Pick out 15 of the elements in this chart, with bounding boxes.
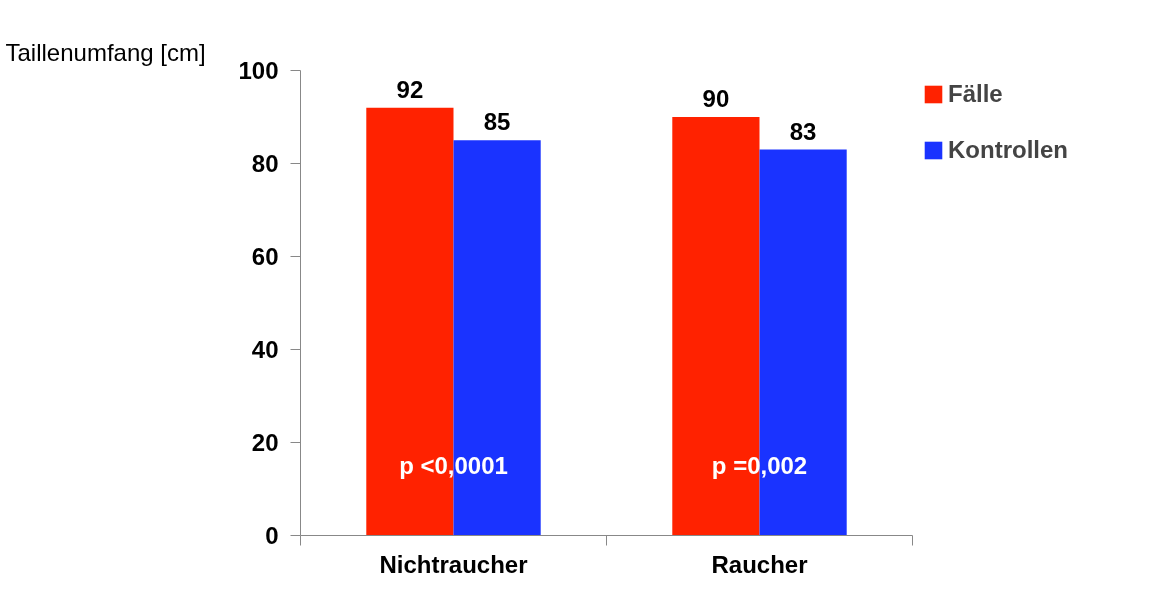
x-tick-label: Nichtraucher [379,550,528,578]
y-tick-label: 20 [251,429,279,456]
legend-label: Kontrollen [948,136,1068,164]
data-label: 83 [789,117,817,145]
y-axis-title: Taillenumfang [cm] [5,38,206,66]
data-label: 90 [702,85,730,112]
y-tick-label: 0 [265,522,279,549]
y-tick-label: 40 [251,336,279,363]
data-label: 92 [396,75,424,103]
data-label: 85 [483,108,511,136]
y-tick-label: 60 [251,243,279,270]
y-tick-label: 80 [251,150,279,177]
x-tick-label: Raucher [711,550,808,578]
legend-label: Fälle [948,80,1003,108]
y-tick-label: 100 [238,57,279,84]
